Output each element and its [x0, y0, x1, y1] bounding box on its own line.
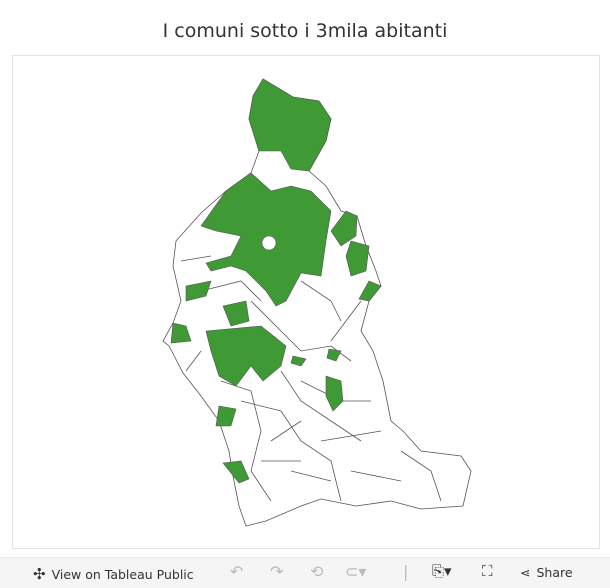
share-icon: ⋖ [520, 565, 531, 580]
share-button[interactable]: ⋖ Share [520, 565, 573, 580]
tableau-logo-icon: ✣ [33, 565, 46, 583]
tableau-toolbar: ✣ View on Tableau Public ↶ ↷ ⟲ ⊂▾ | ⎘▾ ⛶… [0, 557, 610, 588]
revert-icon[interactable]: ⟲ [310, 562, 324, 581]
undo-icon[interactable]: ↶ [230, 562, 244, 581]
highlighted-municipalities[interactable] [170, 78, 382, 484]
dashboard-title: I comuni sotto i 3mila abitanti [162, 20, 448, 42]
municipality-map[interactable] [13, 56, 599, 548]
view-on-tableau-public-link[interactable]: ✣ View on Tableau Public [33, 565, 194, 583]
refresh-icon[interactable]: ⊂▾ [345, 562, 367, 581]
fullscreen-icon[interactable]: ⛶ [482, 562, 493, 580]
redo-icon[interactable]: ↷ [270, 562, 284, 581]
toolbar-divider: | [403, 562, 409, 581]
map-view[interactable] [12, 55, 600, 549]
share-label: Share [536, 565, 573, 580]
download-icon[interactable]: ⎘▾ [432, 562, 452, 580]
view-on-tableau-label: View on Tableau Public [51, 566, 194, 582]
